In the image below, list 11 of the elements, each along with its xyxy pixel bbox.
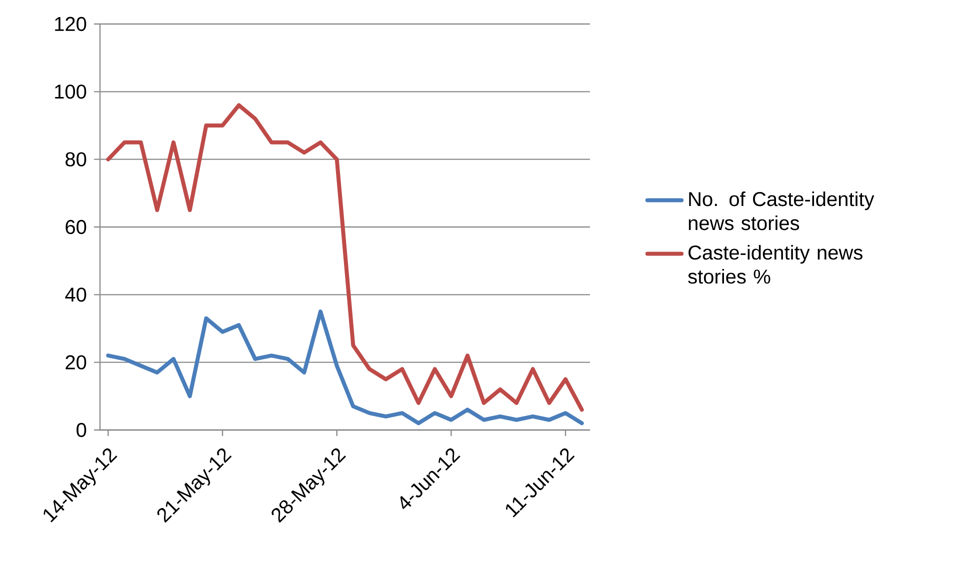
line-series xyxy=(106,103,584,412)
y-tick-label: 0 xyxy=(76,422,86,438)
y-tick-label: 80 xyxy=(66,152,86,166)
y-tick-label: 40 xyxy=(65,288,86,302)
y-tick-label: 20 xyxy=(66,355,86,370)
y-tick-label: 120 xyxy=(55,16,86,32)
y-tick-label: 100 xyxy=(55,84,86,99)
line-series xyxy=(106,310,584,426)
legend-label: No. of Caste-identity news stories xyxy=(688,192,874,230)
y-tick-label: 60 xyxy=(66,220,86,234)
legend-label: Caste-identity news stories % xyxy=(688,245,862,284)
